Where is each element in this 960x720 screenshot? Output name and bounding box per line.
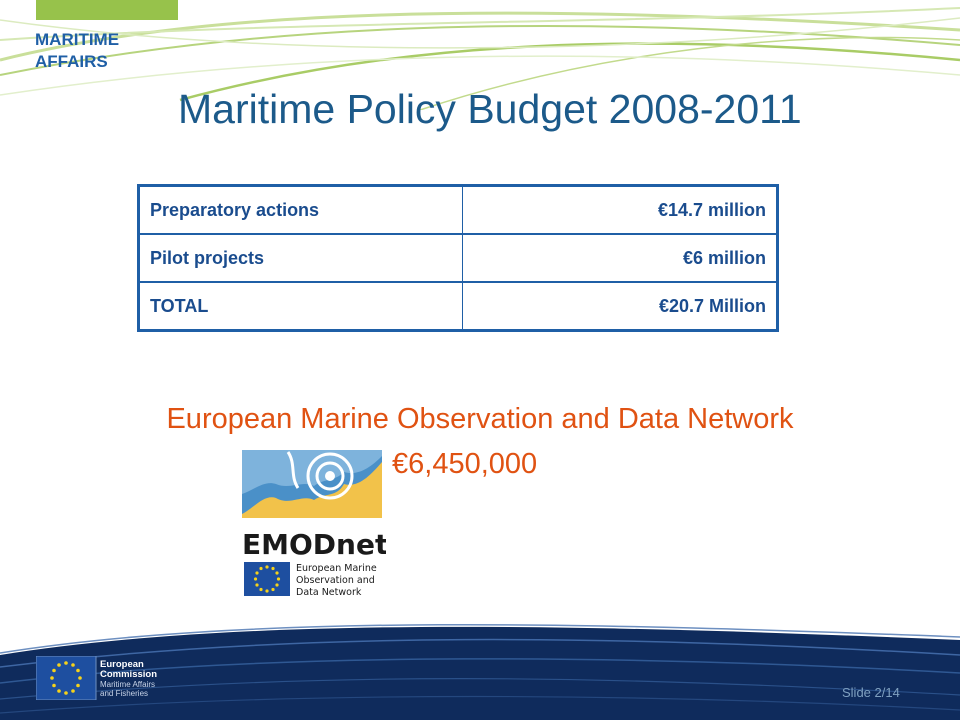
emodnet-tagline-3: Data Network [296,587,362,598]
department-label: MARITIME AFFAIRS [35,29,119,73]
top-wave-decoration [0,7,960,110]
budget-table: Preparatory actions €14.7 million Pilot … [137,184,779,332]
row-amount: €20.7 Million [462,281,778,331]
ec-name-line-2: Commission [100,669,157,680]
row-label: TOTAL [138,281,463,331]
slide-title: Maritime Policy Budget 2008-2011 [178,86,802,132]
table-row: Preparatory actions €14.7 million [138,185,778,235]
row-label: Preparatory actions [138,185,463,235]
emodnet-logo: EMODnet European Marine Observation and … [242,450,386,598]
network-title: European Marine Observation and Data Net… [166,403,794,435]
department-line-1: MARITIME [35,30,120,49]
bottom-wave-decoration [0,623,960,720]
table-row: Pilot projects €6 million [138,233,778,283]
header-green-tab [36,0,178,20]
ec-dg-line-2: and Fisheries [100,689,148,698]
european-commission-logo: European Commission Maritime Affairs and… [36,656,157,700]
eu-stars-icon [50,661,82,695]
emodnet-tagline-2: Observation and [296,575,375,586]
department-line-2: AFFAIRS [35,52,108,71]
emodnet-wordmark: EMODnet [242,528,386,561]
row-amount: €14.7 million [462,185,778,235]
ec-dg-line-1: Maritime Affairs [100,680,155,689]
table-row: TOTAL €20.7 Million [138,281,778,331]
ec-name-line-1: European [100,659,144,670]
row-amount: €6 million [462,233,778,283]
slide-number: Slide 2/14 [842,685,900,700]
emodnet-tagline-1: European Marine [296,563,377,574]
network-amount: €6,450,000 [392,448,538,480]
row-label: Pilot projects [138,233,463,283]
eu-stars-icon [253,565,281,593]
